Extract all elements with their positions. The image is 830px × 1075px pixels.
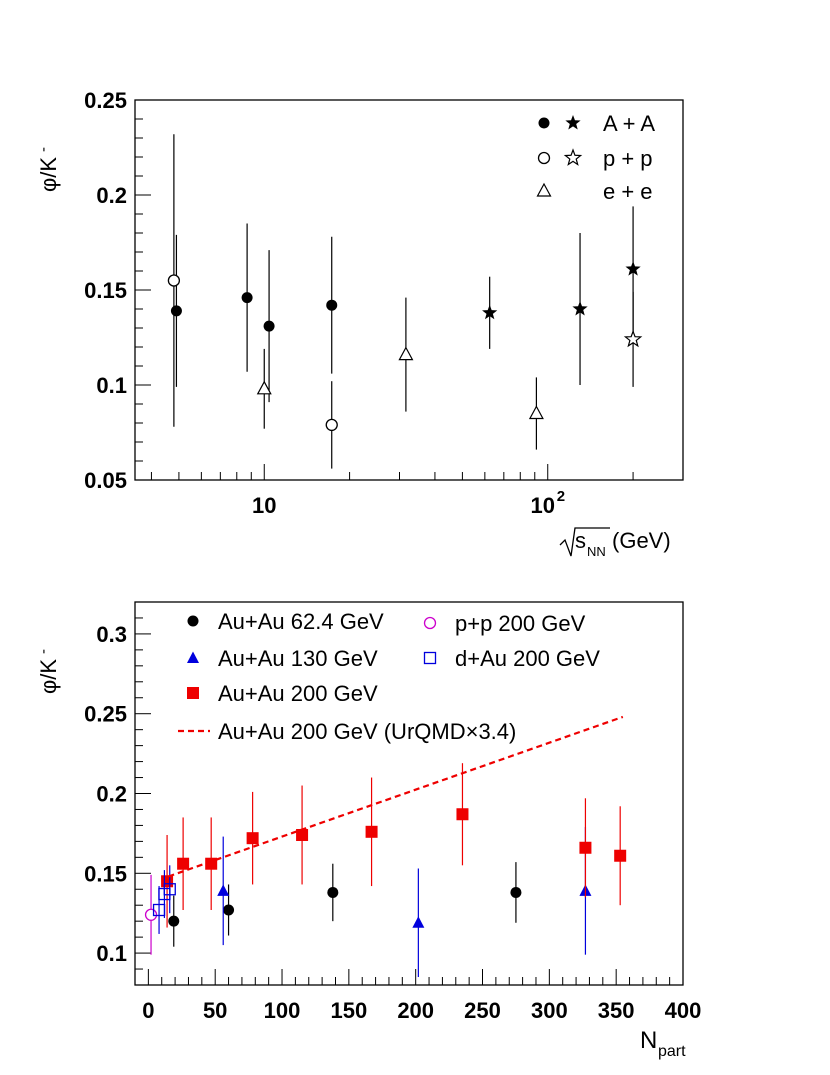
data-point (163, 883, 176, 896)
data-point (263, 320, 275, 332)
x-tick-label: 50 (203, 998, 227, 1023)
x-axis-label: (GeV) (612, 528, 671, 553)
data-point (365, 825, 378, 838)
data-point (327, 886, 339, 898)
y-tick-label: 0.25 (84, 88, 127, 113)
x-tick-label: 0 (142, 998, 154, 1023)
x-tick-label: 300 (531, 998, 568, 1023)
data-point (325, 418, 338, 432)
y-tick-label: 0.05 (84, 468, 127, 493)
sqrt-sign (559, 527, 610, 557)
y-tick-label: 0.15 (84, 278, 127, 303)
data-point (482, 304, 498, 320)
x-tick-label: 200 (397, 998, 434, 1023)
series-open-square (152, 865, 176, 934)
data-point (177, 857, 190, 870)
x-axis-label-sub: NN (587, 544, 606, 559)
data-point (205, 857, 218, 870)
data-point (623, 329, 643, 348)
legend-marker (187, 615, 199, 627)
legend-marker (187, 687, 199, 699)
data-point (572, 301, 588, 316)
series-filled-triangle (217, 827, 592, 978)
series-filled-square (161, 763, 627, 928)
y-axis-label: φ/K (36, 157, 61, 192)
legend-marker (563, 148, 583, 166)
series-open-circle (144, 874, 158, 955)
legend-marker (187, 651, 199, 663)
data-point (456, 808, 469, 821)
plot-frame (134, 99, 684, 481)
series-dashed-line (168, 715, 624, 878)
data-point (241, 292, 253, 304)
data-point (296, 828, 309, 841)
legend-marker (423, 616, 437, 630)
chart-npart-dependence: 0.1 0.15 0.2 0.25 0.3 0 50 100 150 200 250 300 350 40… (35, 601, 702, 1060)
y-tick-label: 0.1 (96, 941, 127, 966)
x-tick-label: 400 (665, 998, 702, 1023)
y-tick-label: 0.15 (84, 861, 127, 886)
legend-label: Au+Au 130 GeV (218, 646, 378, 671)
data-point (223, 904, 235, 916)
data-point (614, 849, 627, 862)
x-tick-label: 250 (464, 998, 501, 1023)
x-axis-label: N (640, 1027, 657, 1054)
y-axis-label-sup: - (35, 147, 52, 152)
legend-marker (537, 151, 551, 165)
y-tick-label: 0.1 (96, 373, 127, 398)
y-tick-label: 0.2 (96, 183, 127, 208)
x-tick-label: 150 (330, 998, 367, 1023)
legend-marker (536, 182, 552, 197)
data-point (510, 886, 522, 898)
legend-label: A + A (603, 111, 655, 136)
series-filled-star (482, 206, 641, 385)
series-filled-circle (168, 862, 522, 947)
legend-label: p+p 200 GeV (455, 611, 586, 636)
data-point (168, 915, 180, 927)
data-point (326, 299, 338, 311)
legend-label: Au+Au 200 GeV (218, 681, 378, 706)
legend-label: Au+Au 200 GeV (UrQMD×3.4) (218, 719, 516, 744)
data-point (412, 916, 425, 928)
y-axis-label-sup: - (35, 649, 52, 654)
series-open-star (623, 291, 643, 387)
data-point (167, 274, 181, 287)
legend-marker (423, 651, 437, 665)
series-filled-circle (170, 223, 338, 403)
legend-label: e + e (603, 179, 653, 204)
y-tick-label: 0.25 (84, 702, 127, 727)
data-point (246, 832, 259, 845)
data-point (256, 380, 272, 395)
data-point (217, 884, 230, 896)
x-axis-label-s: s (575, 528, 586, 553)
x-tick-label: 100 (264, 998, 301, 1023)
legend-marker (538, 117, 550, 129)
data-point (625, 261, 641, 276)
data-point (398, 346, 414, 361)
y-axis-label: φ/K (36, 659, 61, 694)
legend-label: p + p (603, 146, 653, 171)
data-point (528, 405, 544, 420)
data-point (144, 908, 158, 921)
data-point (161, 875, 174, 888)
y-tick-label: 0.2 (96, 782, 127, 807)
series-open-circle (167, 134, 338, 469)
x-tick-label: 10 (252, 493, 276, 518)
y-tick-label: 0.3 (96, 622, 127, 647)
data-point (579, 841, 592, 854)
data-point (170, 305, 182, 317)
legend: A + A p + p e + e (536, 111, 655, 204)
x-tick-exponent: 2 (557, 488, 565, 505)
legend-marker (565, 115, 581, 130)
x-tick-label: 10 (530, 493, 554, 518)
series-open-triangle (256, 297, 544, 450)
legend: Au+Au 62.4 GeV Au+Au 130 GeV Au+Au 200 GeV… (178, 609, 600, 744)
x-axis-label-sub: part (658, 1043, 686, 1060)
legend-label: Au+Au 62.4 GeV (218, 609, 384, 634)
x-tick-label: 350 (598, 998, 635, 1023)
legend-label: d+Au 200 GeV (455, 646, 600, 671)
urqmd-line (168, 715, 624, 878)
